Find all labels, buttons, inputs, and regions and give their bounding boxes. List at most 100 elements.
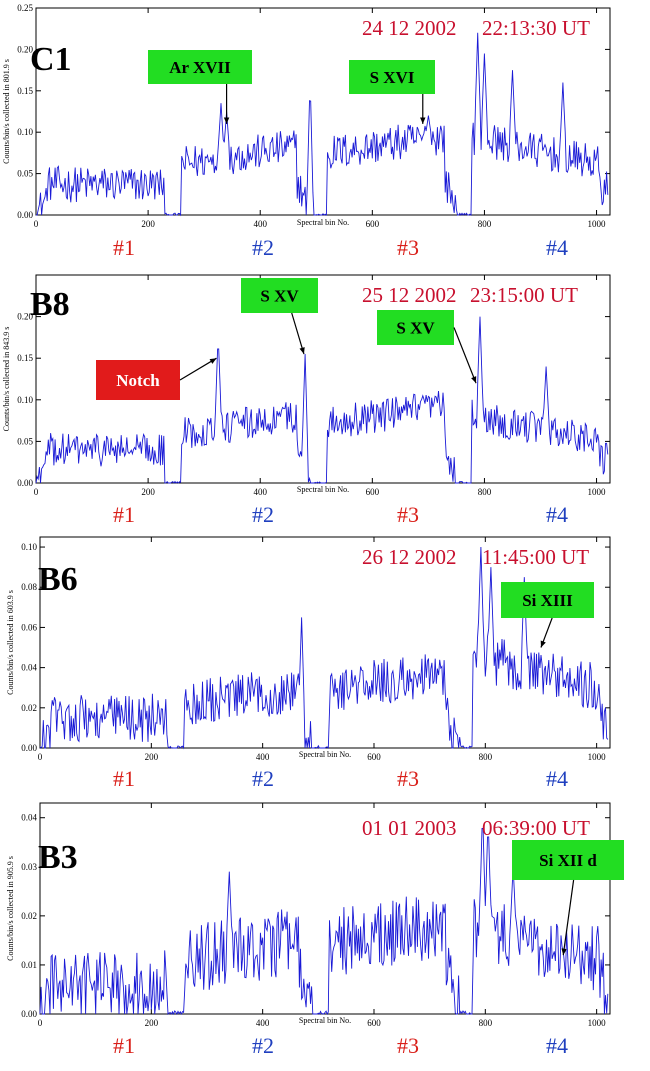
x-tick-label: 400 [253, 487, 267, 497]
segment-label: #1 [113, 1033, 135, 1058]
x-tick-label: 1000 [588, 219, 607, 229]
annotation-box [501, 582, 594, 618]
segment-label: #2 [252, 502, 274, 527]
x-axis-label: Spectral bin No. [299, 750, 351, 759]
panel-b8: 0 200 400 600 800 1000 0.00 0.05 0.10 0.15 0.20 Cou… [2, 274, 611, 527]
annotation-box [349, 60, 435, 94]
arrow-head [299, 347, 305, 355]
y-tick-label: 0.02 [21, 703, 37, 713]
x-tick-label: 200 [141, 219, 155, 229]
annotation-box [377, 310, 454, 345]
panel-c1: 0 200 400 600 800 1000 0.00 0.05 0.10 0.15 0.20 0.2… [2, 3, 611, 260]
annotation-label: Notch [116, 371, 160, 390]
segment-label: #1 [113, 235, 135, 260]
date-label: 24 12 2002 [362, 16, 457, 40]
y-tick-label: 0.15 [17, 86, 33, 96]
annotation-box [241, 278, 318, 313]
y-tick-label: 0.15 [17, 353, 33, 363]
x-tick-label: 0 [38, 1018, 43, 1028]
annotation-label: S XV [396, 319, 435, 338]
date-label: 01 01 2003 [362, 816, 457, 840]
segment-label: #2 [252, 766, 274, 791]
x-axis-label: Spectral bin No. [299, 1016, 351, 1025]
time-label: 23:15:00 UT [470, 283, 578, 307]
arrow-head [209, 358, 217, 364]
arrow-head [420, 117, 426, 124]
segment-label: #3 [397, 1033, 419, 1058]
arrow-head [471, 376, 477, 384]
spectrum-line [39, 546, 609, 750]
segment-label: #3 [397, 502, 419, 527]
panel-label: B8 [30, 286, 70, 323]
panel-label: C1 [30, 41, 72, 78]
y-tick-label: 0.04 [21, 813, 37, 823]
x-axis-label: Spectral bin No. [297, 485, 349, 494]
y-tick-label: 0.00 [21, 743, 37, 753]
segment-label: #4 [546, 235, 568, 260]
segment-label: #4 [546, 502, 568, 527]
x-tick-label: 800 [479, 752, 493, 762]
x-tick-label: 600 [367, 752, 381, 762]
annotation-box [96, 360, 180, 400]
x-axis-label: Spectral bin No. [297, 218, 349, 227]
x-tick-label: 800 [478, 219, 492, 229]
x-tick-label: 0 [38, 752, 43, 762]
arrow-head [540, 640, 546, 648]
x-tick-label: 200 [145, 752, 159, 762]
panel-b6: 0 200 400 600 800 1000 0.00 0.02 0.04 0.06 0.08 0.1… [6, 536, 611, 791]
x-tick-label: 0 [34, 487, 39, 497]
annotation-arrow [453, 327, 477, 384]
spectrum-line [36, 32, 609, 217]
panel-label: B6 [38, 561, 78, 598]
annotation-arrow [562, 879, 575, 956]
segment-label: #1 [113, 502, 135, 527]
y-tick-label: 0.20 [17, 44, 33, 54]
date-label: 25 12 2002 [362, 283, 457, 307]
time-label: 11:45:00 UT [482, 545, 589, 569]
x-tick-label: 800 [479, 1018, 493, 1028]
y-tick-label: 0.08 [21, 582, 37, 592]
x-tick-label: 400 [256, 1018, 270, 1028]
y-tick-label: 0.20 [17, 312, 33, 322]
time-label: 06:39:00 UT [482, 816, 590, 840]
arrow-head [223, 117, 230, 124]
annotation-label: Si XIII [522, 591, 573, 610]
panel-b3: 0 200 400 600 800 1000 0.00 0.01 0.02 0.03 0.04 Cou… [6, 802, 624, 1058]
segment-label: #1 [113, 766, 135, 791]
x-tick-label: 200 [141, 487, 155, 497]
y-tick-label: 0.10 [21, 542, 37, 552]
y-tick-label: 0.05 [17, 169, 33, 179]
y-tick-label: 0.04 [21, 663, 37, 673]
y-tick-label: 0.03 [21, 862, 37, 872]
spectrum-line [35, 316, 609, 484]
annotation-label: S XV [260, 287, 299, 306]
x-tick-label: 600 [366, 487, 380, 497]
annotation-arrow [179, 357, 217, 381]
x-tick-label: 400 [256, 752, 270, 762]
segment-label: #3 [397, 235, 419, 260]
x-tick-label: 400 [253, 219, 267, 229]
y-axis-label: Counts/bin/s collected in 843.9 s [2, 327, 11, 432]
y-tick-label: 0.00 [17, 478, 33, 488]
annotation-label: Si XII d [539, 851, 597, 870]
x-tick-label: 200 [145, 1018, 159, 1028]
arrow-head [561, 948, 567, 956]
y-axis-label: Counts/bin/s collected in 801.9 s [2, 59, 11, 164]
segment-label: #3 [397, 766, 419, 791]
x-tick-label: 1000 [588, 487, 607, 497]
y-axis-label: Counts/bin/s collected in 603.9 s [6, 590, 15, 695]
y-tick-label: 0.00 [17, 210, 33, 220]
x-tick-label: 600 [366, 219, 380, 229]
panel-label: B3 [38, 839, 78, 876]
y-tick-label: 0.00 [21, 1009, 37, 1019]
y-tick-label: 0.01 [21, 960, 37, 970]
x-tick-label: 1000 [588, 1018, 607, 1028]
y-axis-label: Counts/bin/s collected in 905.9 s [6, 856, 15, 961]
y-tick-label: 0.02 [21, 911, 37, 921]
annotation-arrow [291, 312, 305, 355]
annotation-label: Ar XVII [169, 58, 231, 77]
annotation-label: S XVI [370, 68, 415, 87]
annotation-box [148, 50, 252, 84]
y-tick-label: 0.25 [17, 3, 33, 13]
x-tick-label: 800 [478, 487, 492, 497]
